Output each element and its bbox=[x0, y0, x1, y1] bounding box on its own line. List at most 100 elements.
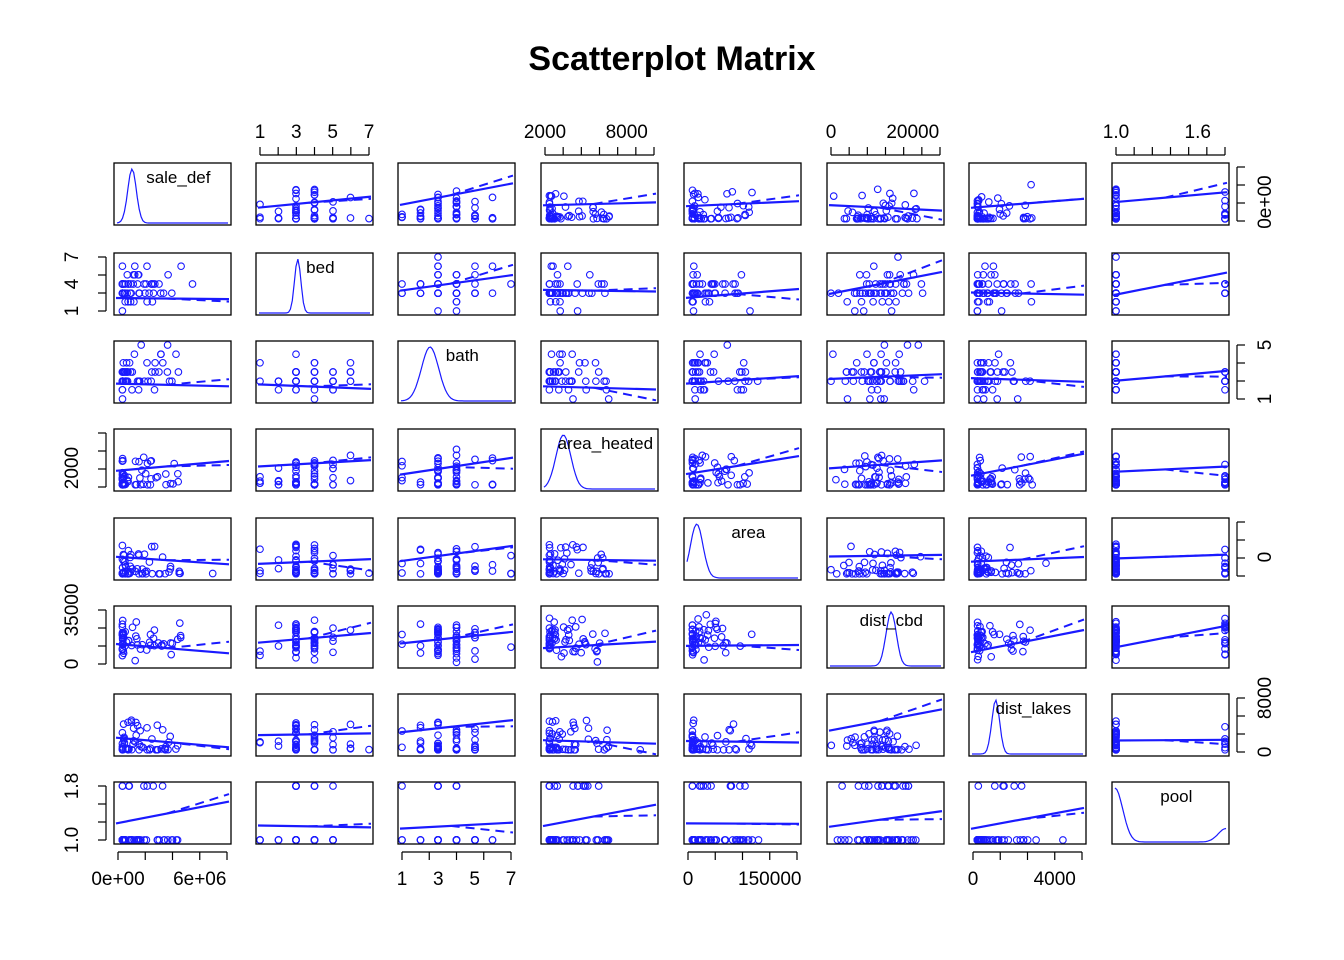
point bbox=[568, 540, 577, 549]
point bbox=[713, 463, 722, 472]
smoother-line bbox=[1164, 632, 1228, 639]
point bbox=[718, 280, 727, 288]
point bbox=[329, 368, 337, 376]
chart-title: Scatterplot Matrix bbox=[528, 40, 815, 78]
panel-frame bbox=[540, 693, 659, 757]
point bbox=[145, 289, 153, 298]
point bbox=[329, 207, 337, 215]
point bbox=[882, 358, 891, 367]
point bbox=[545, 614, 554, 623]
point bbox=[891, 547, 900, 556]
tick-label: 4000 bbox=[1034, 869, 1076, 890]
panel-area-vs-area: area bbox=[683, 517, 802, 581]
point bbox=[844, 207, 852, 215]
point bbox=[689, 307, 698, 315]
regression-line bbox=[115, 642, 230, 655]
point bbox=[545, 569, 554, 578]
point bbox=[563, 626, 572, 635]
top-axis-area_heated: 2000 8000 bbox=[524, 122, 655, 156]
panel-bed-vs-area_heated bbox=[540, 252, 659, 316]
point bbox=[292, 725, 300, 734]
point bbox=[118, 480, 127, 489]
point bbox=[329, 782, 337, 790]
points-area-vs-dist_cbd bbox=[827, 542, 925, 578]
panel-frame bbox=[1111, 252, 1230, 316]
point bbox=[156, 289, 165, 298]
panel-dist_cbd-vs-area bbox=[683, 605, 802, 669]
point bbox=[748, 188, 756, 197]
point bbox=[709, 745, 718, 754]
smoother-line bbox=[1021, 197, 1085, 205]
point bbox=[695, 368, 704, 376]
points-bath-vs-area_heated bbox=[545, 350, 613, 403]
regression-line bbox=[257, 558, 372, 565]
point bbox=[719, 745, 728, 754]
point bbox=[913, 214, 921, 223]
point bbox=[605, 212, 614, 220]
point bbox=[274, 480, 283, 489]
point bbox=[886, 466, 895, 475]
point bbox=[884, 213, 892, 222]
points-dist_cbd-vs-area_heated bbox=[545, 614, 609, 666]
point bbox=[636, 745, 645, 754]
point bbox=[857, 297, 866, 306]
point bbox=[135, 569, 143, 578]
point bbox=[723, 189, 731, 198]
point bbox=[118, 563, 127, 572]
density-area bbox=[686, 523, 798, 579]
point bbox=[329, 569, 337, 578]
point bbox=[120, 471, 129, 480]
point bbox=[594, 782, 603, 790]
point bbox=[550, 618, 559, 626]
points-bed-vs-dist_cbd bbox=[827, 253, 927, 315]
point bbox=[560, 192, 568, 201]
panel-frame bbox=[683, 340, 802, 404]
point bbox=[878, 297, 887, 306]
point bbox=[292, 350, 300, 359]
points-area-vs-area_heated bbox=[545, 540, 613, 578]
point bbox=[717, 477, 726, 485]
point bbox=[588, 630, 597, 638]
point bbox=[979, 395, 988, 403]
point bbox=[256, 545, 264, 554]
point bbox=[569, 395, 577, 403]
point bbox=[452, 836, 461, 844]
point bbox=[696, 385, 705, 394]
point bbox=[118, 385, 127, 394]
point bbox=[572, 836, 581, 844]
point bbox=[471, 567, 479, 575]
point bbox=[346, 368, 355, 376]
point bbox=[880, 395, 889, 403]
point bbox=[124, 745, 132, 754]
tick-label: 8000 bbox=[1255, 677, 1276, 719]
point bbox=[1025, 475, 1034, 484]
point bbox=[310, 466, 319, 475]
panel-bed-vs-bath bbox=[397, 252, 516, 316]
points-pool-vs-bath bbox=[398, 782, 497, 844]
point bbox=[545, 636, 554, 645]
point bbox=[507, 643, 515, 651]
panel-area_heated-vs-pool bbox=[1111, 428, 1230, 492]
point bbox=[1023, 836, 1032, 844]
smoother-line bbox=[1021, 450, 1085, 467]
point bbox=[329, 637, 337, 645]
panel-frame bbox=[683, 781, 802, 845]
right-axis-sale_def: 0e+00 bbox=[1236, 166, 1276, 229]
point bbox=[452, 480, 461, 489]
point bbox=[452, 545, 461, 553]
point bbox=[1026, 452, 1035, 461]
point bbox=[721, 280, 729, 288]
points-pool-vs-area bbox=[688, 782, 763, 844]
point bbox=[1221, 280, 1229, 288]
smoother-line bbox=[593, 814, 657, 818]
smoother-line bbox=[1021, 378, 1085, 388]
point bbox=[852, 358, 861, 367]
point bbox=[471, 745, 479, 754]
point bbox=[748, 836, 757, 844]
point bbox=[555, 735, 564, 743]
point bbox=[732, 745, 741, 754]
point bbox=[688, 197, 697, 206]
point bbox=[552, 743, 561, 752]
smoother-line bbox=[593, 558, 657, 566]
point bbox=[726, 726, 735, 735]
